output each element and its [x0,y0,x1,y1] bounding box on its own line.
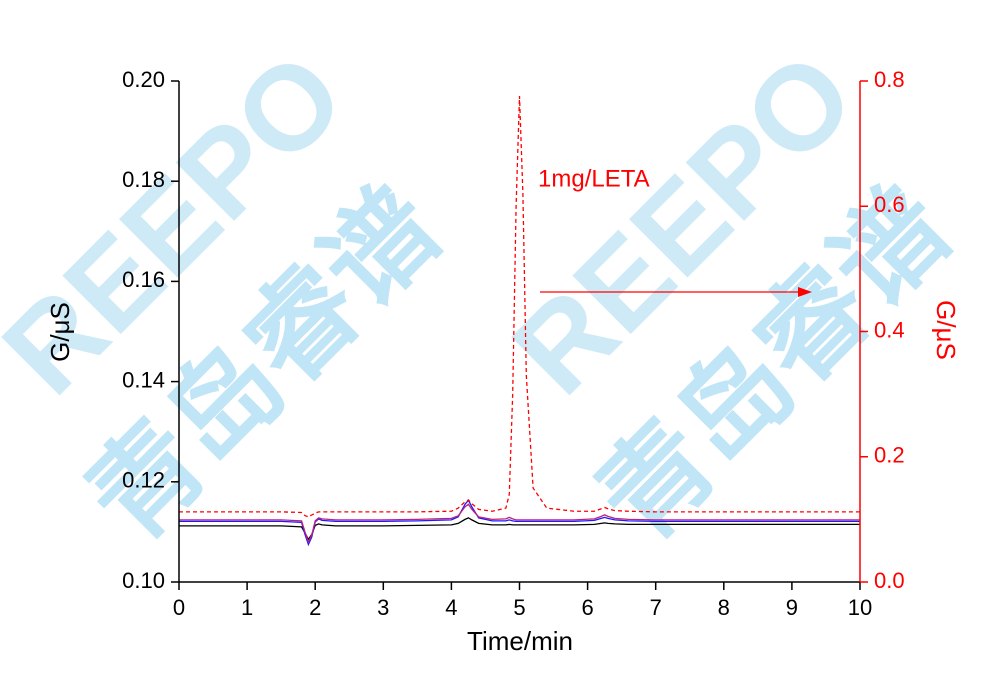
y2-tick-label: 0.2 [874,443,905,468]
series-line [179,96,860,518]
y2-tick-label: 0.4 [874,317,905,342]
x-tick-label: 10 [848,595,872,620]
x-tick-label: 0 [173,595,185,620]
y2-tick-label: 0.8 [874,67,905,92]
y-axis-title: G/μS [45,302,75,362]
x-axis-title: Time/min [467,626,573,656]
y2-tick-label: 0.0 [874,568,905,593]
y2-axis-title: G/μS [931,300,961,360]
x-tick-label: 3 [377,595,389,620]
y-tick-label: 0.14 [122,367,165,392]
annotation: 1mg/LETA [538,165,650,192]
x-tick-label: 1 [241,595,253,620]
series-line [179,499,860,547]
x-tick-label: 9 [786,595,798,620]
y-tick-label: 0.10 [122,568,165,593]
y2-tick-label: 0.6 [874,192,905,217]
x-tick-label: 6 [581,595,593,620]
x-tick-label: 7 [650,595,662,620]
y-tick-label: 0.16 [122,267,165,292]
x-tick-label: 2 [309,595,321,620]
annotation-arrowhead [798,287,812,297]
x-tick-label: 4 [445,595,457,620]
series-line [179,503,860,544]
y-tick-label: 0.20 [122,67,165,92]
x-tick-label: 5 [513,595,525,620]
plot-area [179,96,860,547]
x-tick-label: 8 [718,595,730,620]
y-tick-label: 0.12 [122,468,165,493]
y-tick-label: 0.18 [122,167,165,192]
